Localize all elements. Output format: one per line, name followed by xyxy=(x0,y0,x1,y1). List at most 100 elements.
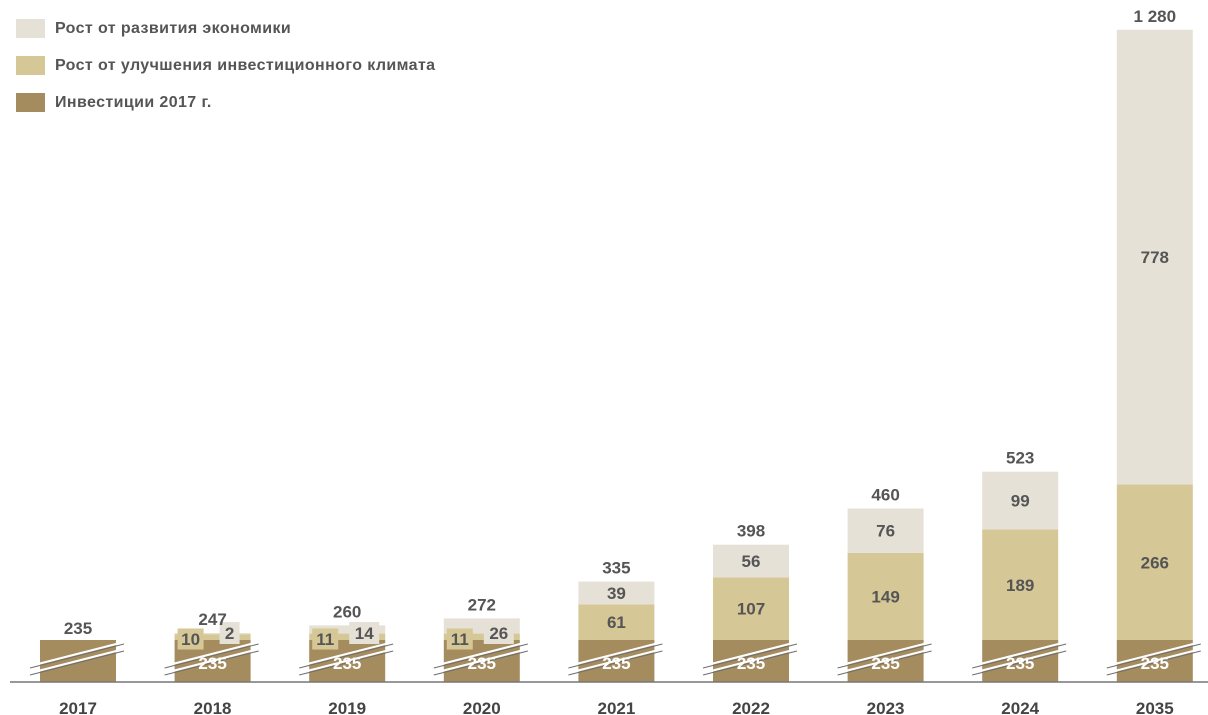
axis-break-mark xyxy=(433,641,529,667)
bar-segment-economy xyxy=(309,625,386,634)
label-box-economy xyxy=(483,622,514,644)
legend-item-base: Инвестиции 2017 г. xyxy=(16,84,435,121)
bar-label-base: 235 xyxy=(602,654,630,673)
axis-break-mark xyxy=(837,641,932,667)
axis-break-mark xyxy=(164,641,259,667)
bar-total-label: 247 xyxy=(198,610,226,629)
legend-label-climate: Рост от улучшения инвестиционного климат… xyxy=(55,56,436,74)
legend-swatch-climate xyxy=(16,56,45,75)
bar-total-label: 260 xyxy=(333,602,361,621)
bar-label-economy: 26 xyxy=(489,624,508,643)
axis-break-mark xyxy=(568,643,663,669)
bar-segment-climate xyxy=(309,633,386,640)
bar-label-economy: 2 xyxy=(225,624,234,643)
axis-break-mark xyxy=(972,643,1067,669)
x-tick-label: 2035 xyxy=(1136,699,1174,715)
bar-label-climate: 149 xyxy=(871,587,899,606)
axis-break-mark xyxy=(164,643,259,669)
axis-break-mark xyxy=(837,650,932,676)
legend-label-base: Инвестиции 2017 г. xyxy=(55,93,212,111)
axis-break-mark xyxy=(299,643,394,669)
x-tick-label: 2018 xyxy=(194,699,232,715)
bar-label-economy: 99 xyxy=(1011,492,1030,511)
legend-item-climate: Рост от улучшения инвестиционного климат… xyxy=(16,47,435,84)
bar-segment-climate xyxy=(713,577,789,640)
axis-break-mark xyxy=(971,641,1067,667)
label-box-economy xyxy=(219,622,240,644)
bar-segment-economy xyxy=(713,544,789,578)
axis-break-mark xyxy=(972,650,1067,676)
bar-total-label: 272 xyxy=(468,595,496,614)
bar-label-climate: 10 xyxy=(181,630,200,649)
axis-break-mark xyxy=(568,650,663,676)
label-box-climate xyxy=(446,628,473,650)
bar-label-base: 235 xyxy=(333,654,361,673)
bar-total-label: 235 xyxy=(64,619,92,638)
x-tick-label: 2022 xyxy=(732,699,770,715)
bar-label-base: 235 xyxy=(737,654,765,673)
bar-segment-climate xyxy=(578,604,655,640)
x-tick-label: 2020 xyxy=(463,699,501,715)
axis-break-mark xyxy=(29,650,125,676)
axis-break-mark xyxy=(29,641,125,667)
legend-item-economy: Рост от развития экономики xyxy=(16,10,435,47)
bar-label-base: 235 xyxy=(468,654,496,673)
x-tick-label: 2023 xyxy=(867,699,905,715)
bar-segment-economy xyxy=(847,508,924,553)
bar-segment-economy xyxy=(578,581,655,605)
axis-break-mark xyxy=(1106,643,1201,669)
axis-break-mark xyxy=(568,641,663,667)
axis-break-mark xyxy=(298,641,394,667)
bar-label-climate: 11 xyxy=(451,630,469,649)
axis-break-mark xyxy=(1106,648,1202,674)
label-box-economy xyxy=(349,622,380,644)
axis-break-mark xyxy=(702,648,798,674)
bar-total-label: 1 280 xyxy=(1134,7,1177,26)
legend-swatch-base xyxy=(16,93,45,112)
axis-break-mark xyxy=(837,648,932,674)
x-tick-label: 2019 xyxy=(328,699,366,715)
bar-segment-economy xyxy=(982,471,1059,530)
axis-break-mark xyxy=(702,641,798,667)
axis-break-mark xyxy=(1106,641,1202,667)
axis-break-mark xyxy=(29,643,125,669)
bar-label-climate: 107 xyxy=(737,600,765,619)
bar-label-base: 235 xyxy=(198,654,226,673)
bar-label-economy: 76 xyxy=(876,522,895,541)
bar-segment-climate xyxy=(847,552,924,640)
axis-break-mark xyxy=(299,650,394,676)
bar-total-label: 460 xyxy=(871,485,899,504)
axis-break-mark xyxy=(164,650,259,676)
legend-swatch-economy xyxy=(16,19,45,38)
axis-break-mark xyxy=(702,650,798,676)
bar-label-economy: 14 xyxy=(355,624,374,643)
bar-label-economy: 56 xyxy=(742,552,761,571)
x-tick-label: 2017 xyxy=(59,699,97,715)
axis-break-mark xyxy=(702,643,798,669)
axis-break-mark xyxy=(298,648,394,674)
axis-break-mark xyxy=(433,648,529,674)
x-tick-label: 2024 xyxy=(1001,699,1039,715)
bar-label-climate: 266 xyxy=(1141,553,1169,572)
legend: Рост от развития экономики Рост от улучш… xyxy=(16,10,435,121)
axis-break-mark xyxy=(433,650,528,676)
bar-segment-economy xyxy=(1116,29,1193,485)
axis-break-mark xyxy=(29,648,125,674)
bar-label-base: 235 xyxy=(871,654,899,673)
axis-break-mark xyxy=(971,648,1067,674)
x-tick-label: 2021 xyxy=(597,699,635,715)
label-box-climate xyxy=(177,628,204,650)
axis-break-mark xyxy=(164,648,259,674)
axis-break-mark xyxy=(568,648,663,674)
bar-segment-climate xyxy=(443,633,520,640)
bar-total-label: 523 xyxy=(1006,449,1034,468)
bar-label-base: 235 xyxy=(1141,654,1169,673)
label-box-climate xyxy=(312,628,339,650)
bar-label-economy: 778 xyxy=(1141,248,1169,267)
axis-break-mark xyxy=(1106,650,1201,676)
bar-label-base: 235 xyxy=(1006,654,1034,673)
bar-total-label: 398 xyxy=(737,522,765,541)
axis-break-mark xyxy=(433,643,528,669)
bar-segment-climate xyxy=(982,529,1059,640)
